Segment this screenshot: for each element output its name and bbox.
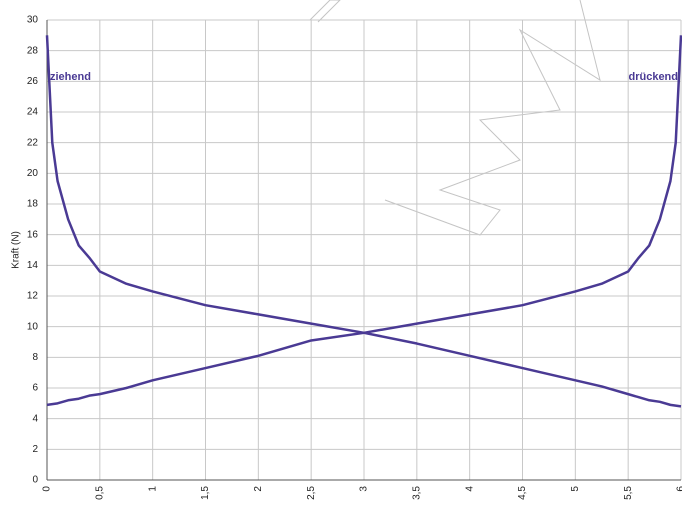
y-tick-label: 6 [32, 383, 38, 394]
x-tick-label: 2 [253, 486, 264, 492]
x-tick-label: 1 [147, 486, 158, 492]
x-tick-label: 5 [570, 486, 581, 492]
y-tick-label: 22 [27, 137, 39, 148]
y-tick-label: 4 [32, 413, 38, 424]
y-tick-label: 0 [32, 475, 38, 486]
series-label: ziehend [50, 71, 91, 83]
y-axis-label: Kraft (N) [11, 231, 22, 269]
y-tick-label: 24 [27, 107, 39, 118]
x-tick-label: 3,5 [411, 486, 422, 500]
x-tick-label: 6 [676, 486, 682, 492]
line-series [46, 35, 682, 407]
x-tick-label: 4 [464, 486, 475, 492]
y-tick-label: 28 [27, 45, 39, 56]
y-tick-label: 2 [32, 444, 38, 455]
y-tick-label: 8 [32, 352, 38, 363]
x-tick-label: 0 [42, 486, 53, 492]
y-tick-label: 26 [27, 76, 39, 87]
x-tick-label: 0,5 [94, 486, 105, 500]
x-tick-label: 4,5 [517, 486, 528, 500]
x-tick-label: 3 [359, 486, 370, 492]
watermark [309, 0, 601, 236]
y-tick-label: 30 [27, 15, 39, 26]
x-tick-label: 1,5 [200, 486, 211, 500]
series-label: drückend [628, 71, 678, 83]
y-tick-label: 14 [27, 260, 39, 271]
y-tick-label: 16 [27, 229, 39, 240]
y-tick-label: 20 [27, 168, 39, 179]
y-tick-label: 10 [27, 321, 39, 332]
y-tick-label: 18 [27, 199, 39, 210]
x-tick-label: 2,5 [306, 486, 317, 500]
x-tick-label: 5,5 [623, 486, 634, 500]
y-tick-label: 12 [27, 291, 39, 302]
